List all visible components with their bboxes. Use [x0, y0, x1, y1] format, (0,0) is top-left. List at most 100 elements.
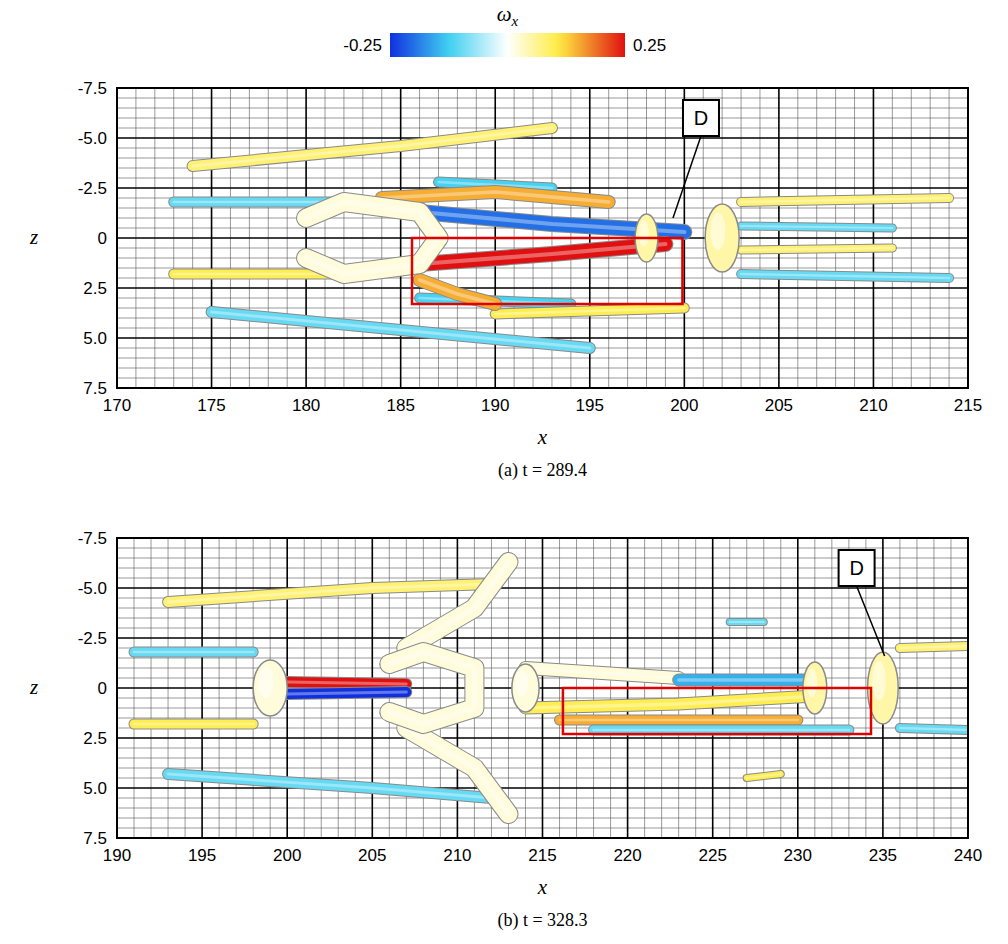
tube-highlight	[900, 646, 968, 648]
tube-highlight	[560, 719, 798, 722]
plot-frame	[117, 538, 968, 838]
tube-highlight	[741, 274, 949, 278]
vortex-tube	[287, 692, 406, 694]
colorbar-tick-label: -0.25	[343, 36, 382, 55]
vortex-tube	[382, 192, 609, 202]
vortex-tube	[168, 774, 491, 798]
vortex-tube	[406, 562, 508, 648]
y-tick-label: 7.5	[83, 379, 107, 398]
y-tick-label: -7.5	[78, 529, 107, 548]
tube-highlight	[747, 774, 781, 778]
ring-highlight	[639, 220, 649, 246]
colorbar-title-main: ω	[497, 2, 512, 26]
tube-outline	[389, 652, 474, 724]
grid-line	[117, 587, 968, 589]
x-tick-label: 175	[197, 396, 225, 415]
annotation-leader	[857, 586, 885, 656]
tube-outline	[741, 248, 892, 250]
tube-outline	[730, 618, 764, 626]
tube-outline	[287, 692, 406, 694]
structures	[134, 562, 968, 814]
annotation-box	[839, 550, 875, 586]
tube-outline	[526, 668, 679, 678]
x-tick-label: 200	[273, 846, 301, 865]
tube-highlight	[420, 280, 496, 304]
minor-grid-line	[117, 118, 968, 119]
panel-caption: (a) t = 289.4	[498, 460, 587, 481]
tube-outline	[900, 728, 968, 730]
grid-line	[117, 137, 968, 139]
panel-caption: (b) t = 328.3	[497, 910, 587, 931]
annotation-leader	[673, 136, 701, 218]
y-tick-label: 2.5	[83, 729, 107, 748]
vortex-tube	[741, 274, 949, 278]
highlight-box	[563, 688, 871, 734]
ring-highlight	[710, 213, 725, 250]
vortex-tube	[526, 696, 815, 708]
x-tick-label: 185	[386, 396, 414, 415]
tube-highlight	[495, 308, 684, 314]
y-tick-label: -7.5	[78, 79, 107, 98]
x-tick-label: 210	[859, 396, 887, 415]
vortex-ring	[253, 660, 287, 716]
minor-grid-line	[117, 328, 968, 329]
structures	[174, 128, 949, 348]
tube-highlight	[287, 692, 406, 694]
x-tick-label: 190	[103, 846, 131, 865]
highlight-box	[412, 238, 682, 304]
x-tick-label: 195	[188, 846, 216, 865]
tube-highlight	[526, 696, 815, 708]
tube-highlight	[134, 723, 253, 726]
tube-highlight	[134, 651, 253, 654]
vortex-tube	[730, 619, 764, 625]
tube-outline	[420, 280, 496, 304]
grid-line	[117, 737, 968, 739]
y-tick-label: 7.5	[83, 829, 107, 848]
vortex-tube	[560, 716, 798, 725]
ring-highlight	[258, 667, 273, 698]
tube-highlight	[741, 198, 949, 202]
x-tick-label: 210	[443, 846, 471, 865]
minor-grid-line	[117, 208, 968, 209]
vortex-tube	[389, 652, 474, 724]
vortex-tube	[420, 280, 496, 304]
tube-highlight	[594, 729, 849, 732]
tube-outline	[382, 192, 609, 202]
y-tick-label: -2.5	[78, 629, 107, 648]
vortex-tube	[420, 244, 666, 264]
vortex-tube	[747, 774, 781, 778]
x-tick-label: 205	[358, 846, 386, 865]
vortex-tube	[134, 720, 253, 729]
panel: D190195200205210215220225230235240-7.5-5…	[29, 529, 982, 931]
minor-grid-line	[117, 148, 968, 149]
plot-background	[117, 538, 968, 838]
plot-background	[117, 88, 968, 388]
tube-outline	[495, 308, 684, 314]
y-tick-label: 5.0	[83, 779, 107, 798]
tube-highlight	[741, 226, 892, 228]
annotation-label: D	[849, 557, 863, 579]
tube-outline	[287, 682, 406, 684]
tube-outline	[747, 774, 781, 778]
tube-outline	[406, 562, 508, 648]
x-tick-label: 215	[954, 396, 982, 415]
vortex-tube	[741, 226, 892, 228]
ring-highlight	[516, 670, 528, 696]
tube-outline	[168, 584, 491, 602]
grid-line	[117, 787, 968, 789]
x-axis-title: x	[537, 875, 548, 899]
minor-grid-line	[117, 168, 968, 169]
tube-outline	[526, 696, 815, 708]
vortex-tube	[193, 128, 552, 166]
colorbar-title: ωx	[497, 2, 519, 29]
x-axis-title: x	[537, 425, 548, 449]
tube-highlight	[526, 668, 679, 678]
tube-highlight	[900, 728, 968, 730]
vortex-tube	[900, 728, 968, 730]
tube-outline	[741, 226, 892, 228]
tube-outline	[134, 719, 253, 730]
x-tick-label: 240	[954, 846, 982, 865]
y-axis-title: z	[29, 225, 38, 249]
x-tick-label: 215	[528, 846, 556, 865]
vortex-ring	[512, 664, 539, 712]
